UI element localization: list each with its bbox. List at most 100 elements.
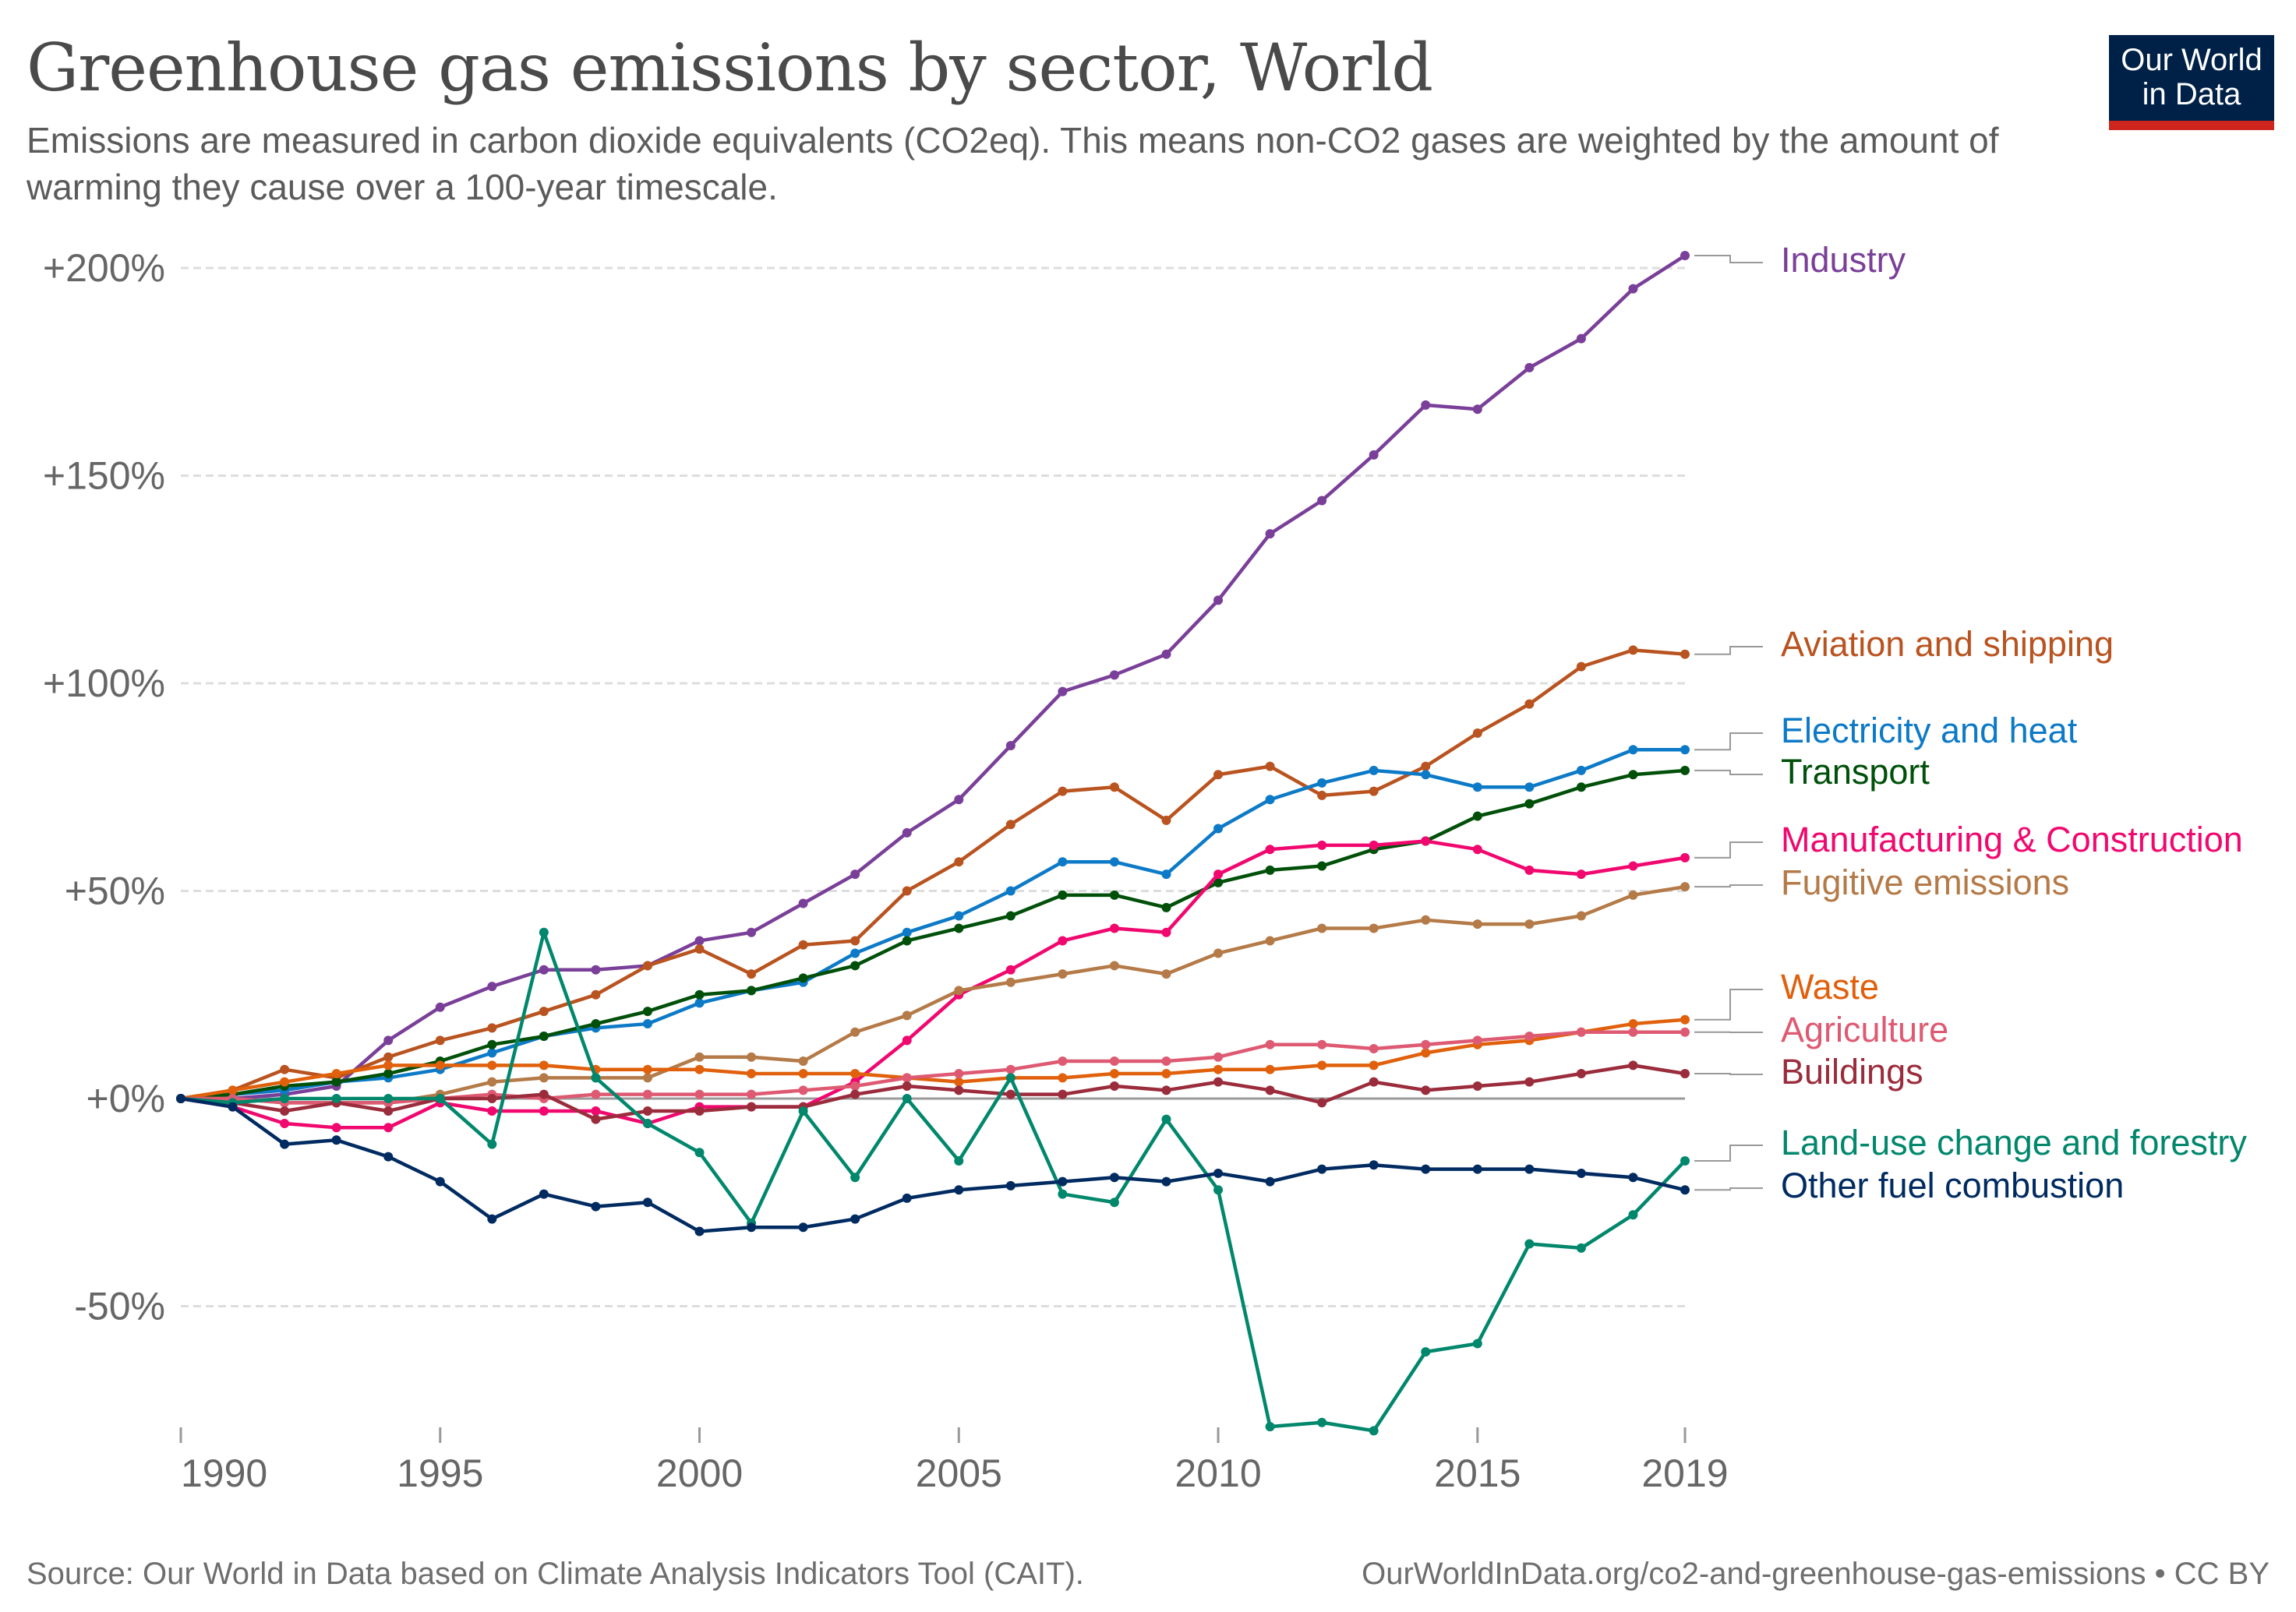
data-point[interactable] <box>642 1106 652 1116</box>
data-point[interactable] <box>902 1193 912 1203</box>
data-point[interactable] <box>902 827 912 838</box>
data-point[interactable] <box>1317 790 1327 800</box>
data-point[interactable] <box>642 1198 652 1208</box>
data-point[interactable] <box>1628 1173 1638 1183</box>
series-label[interactable]: Manufacturing & Construction <box>1781 820 2243 859</box>
data-point[interactable] <box>1109 1198 1119 1208</box>
data-point[interactable] <box>539 1073 549 1083</box>
data-point[interactable] <box>280 1118 290 1128</box>
data-point[interactable] <box>331 1077 341 1087</box>
data-point[interactable] <box>954 1085 964 1095</box>
data-point[interactable] <box>331 1094 341 1103</box>
data-point[interactable] <box>1472 811 1482 821</box>
data-point[interactable] <box>1472 728 1482 738</box>
data-point[interactable] <box>1576 661 1586 672</box>
data-point[interactable] <box>1369 765 1379 775</box>
data-point[interactable] <box>902 1094 912 1103</box>
data-point[interactable] <box>954 1155 964 1166</box>
data-point[interactable] <box>1472 782 1482 792</box>
series-line[interactable] <box>180 839 1686 1130</box>
data-point[interactable] <box>1421 761 1431 771</box>
data-point[interactable] <box>747 1069 757 1079</box>
data-point[interactable] <box>902 927 912 937</box>
data-point[interactable] <box>1058 969 1068 979</box>
data-point[interactable] <box>1369 1044 1379 1054</box>
data-point[interactable] <box>487 1094 497 1103</box>
series-line[interactable] <box>180 648 1686 1101</box>
data-point[interactable] <box>642 1073 652 1083</box>
data-point[interactable] <box>1576 765 1586 775</box>
data-point[interactable] <box>1265 865 1275 875</box>
data-point[interactable] <box>1213 877 1224 887</box>
data-point[interactable] <box>383 1152 394 1162</box>
data-point[interactable] <box>1265 761 1275 771</box>
data-point[interactable] <box>747 1102 757 1112</box>
series-label[interactable]: Aviation and shipping <box>1781 624 2114 664</box>
data-point[interactable] <box>1369 840 1379 850</box>
series-agriculture[interactable] <box>176 1027 1690 1108</box>
data-point[interactable] <box>487 1077 497 1087</box>
data-point[interactable] <box>1576 782 1586 792</box>
data-point[interactable] <box>1421 1347 1431 1357</box>
data-point[interactable] <box>1213 770 1224 780</box>
data-point[interactable] <box>798 1222 808 1233</box>
data-point[interactable] <box>280 1106 290 1116</box>
data-point[interactable] <box>591 1073 601 1083</box>
data-point[interactable] <box>539 965 549 975</box>
data-point[interactable] <box>747 927 757 937</box>
data-point[interactable] <box>642 1118 652 1128</box>
data-point[interactable] <box>1576 869 1586 880</box>
data-point[interactable] <box>1680 1027 1690 1037</box>
data-point[interactable] <box>694 944 705 954</box>
data-point[interactable] <box>539 1089 549 1099</box>
series-line[interactable] <box>181 254 1687 1101</box>
data-point[interactable] <box>1680 251 1690 261</box>
data-point[interactable] <box>1058 1089 1068 1099</box>
data-point[interactable] <box>1005 1089 1016 1099</box>
data-point[interactable] <box>1109 782 1119 792</box>
data-point[interactable] <box>1058 890 1068 900</box>
data-point[interactable] <box>1317 1164 1327 1174</box>
data-point[interactable] <box>1421 1164 1431 1174</box>
data-point[interactable] <box>383 1060 394 1071</box>
data-point[interactable] <box>539 1189 549 1199</box>
data-point[interactable] <box>850 1027 860 1037</box>
data-point[interactable] <box>1524 919 1535 929</box>
data-point[interactable] <box>747 1052 757 1062</box>
data-point[interactable] <box>798 973 808 983</box>
data-point[interactable] <box>1058 686 1068 697</box>
data-point[interactable] <box>1317 861 1327 871</box>
series-aviation-and-shipping[interactable] <box>176 645 1690 1103</box>
series-line[interactable] <box>181 884 1686 1105</box>
data-point[interactable] <box>1317 1417 1327 1427</box>
data-point[interactable] <box>798 1106 808 1116</box>
data-point[interactable] <box>1265 1064 1275 1074</box>
data-point[interactable] <box>539 1060 549 1071</box>
series-waste[interactable] <box>176 1014 1690 1103</box>
data-point[interactable] <box>694 1226 705 1236</box>
data-point[interactable] <box>1524 699 1535 709</box>
data-point[interactable] <box>1628 1210 1638 1220</box>
data-point[interactable] <box>591 1019 601 1029</box>
data-point[interactable] <box>1576 1243 1586 1253</box>
data-point[interactable] <box>435 1176 445 1187</box>
data-point[interactable] <box>591 1201 601 1212</box>
data-point[interactable] <box>1005 977 1016 987</box>
data-point[interactable] <box>1524 865 1535 875</box>
data-point[interactable] <box>1680 649 1690 659</box>
source-url[interactable]: OurWorldInData.org/co2-and-greenhouse-ga… <box>1362 1557 2270 1591</box>
data-point[interactable] <box>1317 923 1327 933</box>
data-point[interactable] <box>1317 1060 1327 1071</box>
data-point[interactable] <box>487 1060 497 1071</box>
data-point[interactable] <box>1109 890 1119 900</box>
data-point[interactable] <box>1109 857 1119 867</box>
series-line[interactable] <box>180 1018 1686 1101</box>
data-point[interactable] <box>1161 1056 1171 1067</box>
series-industry[interactable] <box>176 251 1690 1103</box>
data-point[interactable] <box>850 869 860 880</box>
data-point[interactable] <box>1576 1027 1586 1037</box>
data-point[interactable] <box>798 940 808 950</box>
data-point[interactable] <box>1628 284 1638 294</box>
data-point[interactable] <box>1421 400 1431 410</box>
data-point[interactable] <box>591 989 601 1000</box>
